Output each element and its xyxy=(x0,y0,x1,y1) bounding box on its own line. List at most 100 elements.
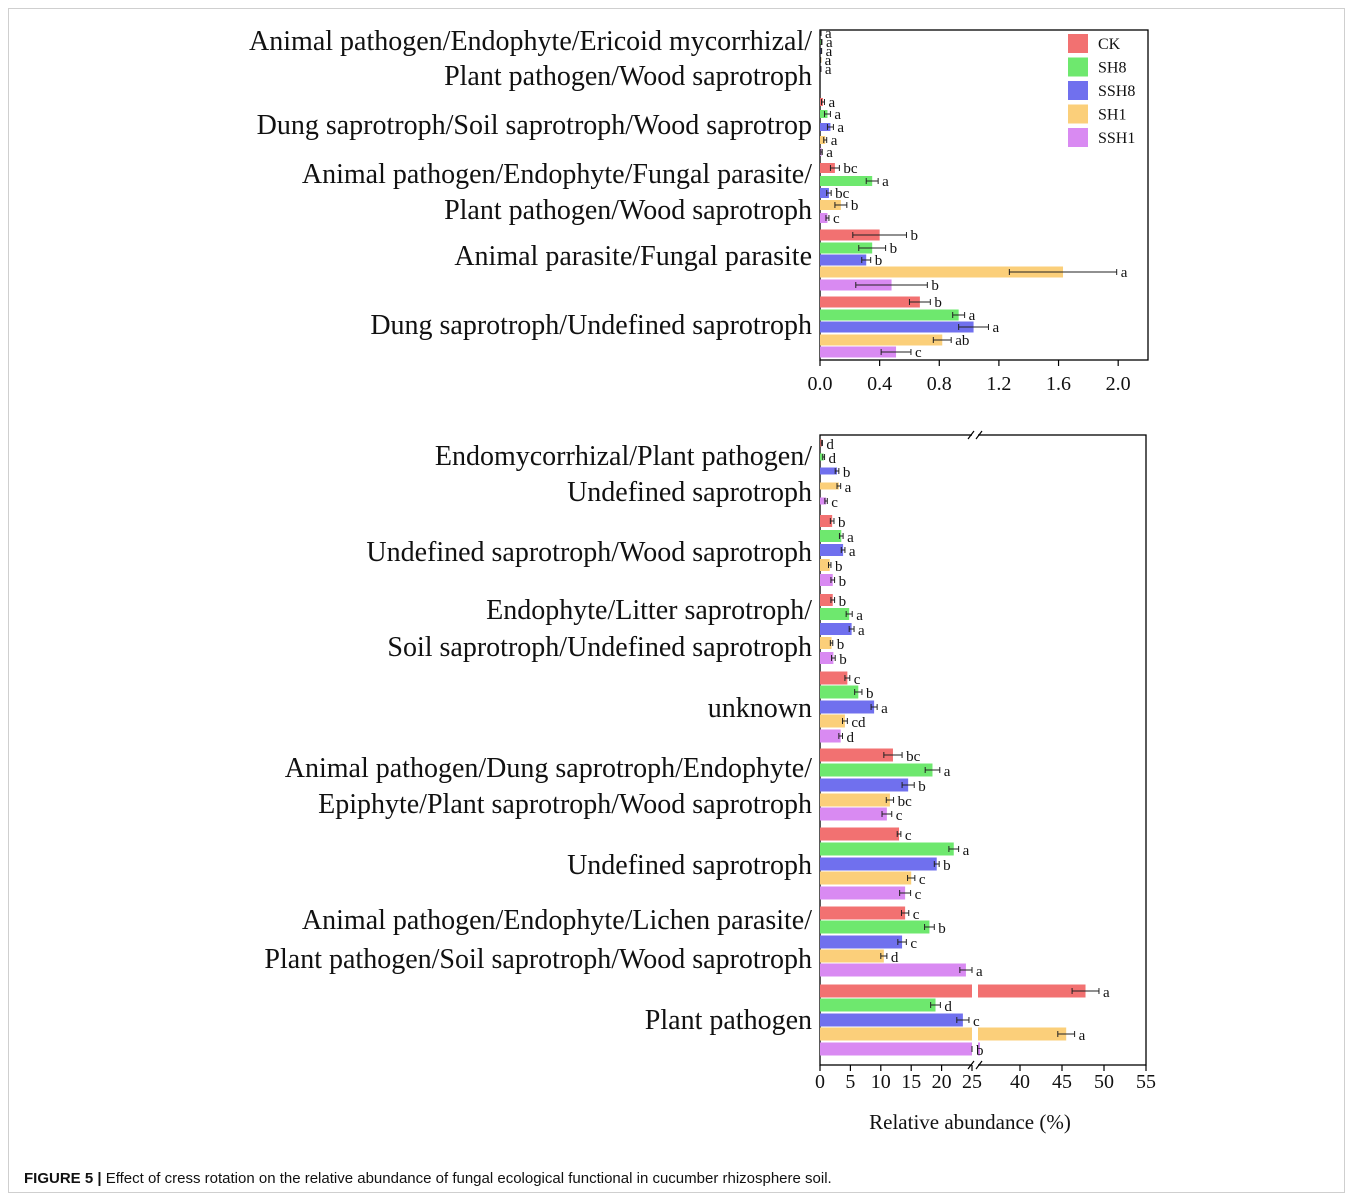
significance-letter: b xyxy=(875,253,883,269)
significance-letter: b xyxy=(835,559,843,575)
legend-swatch-sh1 xyxy=(1068,104,1088,124)
significance-letter: a xyxy=(825,26,832,42)
significance-letter: b xyxy=(843,465,851,481)
bar-ssh1 xyxy=(820,574,833,586)
bar-ssh8 xyxy=(820,935,903,949)
x-tick-label: 0.4 xyxy=(867,373,892,395)
bar-ssh8 xyxy=(820,778,909,792)
significance-letter: c xyxy=(915,887,922,903)
axis-break-mark xyxy=(967,430,975,440)
significance-letter: a xyxy=(969,308,976,324)
x-tick-label: 20 xyxy=(932,1071,952,1093)
x-tick-label: 0 xyxy=(815,1071,825,1093)
significance-letter: a xyxy=(858,623,865,639)
significance-letter: bc xyxy=(835,186,850,202)
bar-sh1 xyxy=(820,136,826,144)
category-label: Soil saprotroph/Undefined saprotroph xyxy=(387,632,812,663)
axis-break-mark xyxy=(975,1060,983,1070)
significance-letter: b xyxy=(839,574,847,590)
significance-letter: c xyxy=(833,211,840,227)
significance-letter: a xyxy=(856,608,863,624)
x-axis-label: Relative abundance (%) xyxy=(869,1110,1071,1134)
x-tick-label: 1.2 xyxy=(986,373,1011,395)
caption-text: Effect of cress rotation on the relative… xyxy=(105,1170,832,1187)
bar-ssh1 xyxy=(820,963,966,977)
x-tick-label: 0.8 xyxy=(927,373,952,395)
x-tick-label: 0.0 xyxy=(808,373,833,395)
legend-label: CK xyxy=(1098,36,1121,53)
bar-sh8 xyxy=(820,842,954,856)
significance-letter: b xyxy=(839,652,847,668)
legend-swatch-sh8 xyxy=(1068,57,1088,77)
significance-letter: b xyxy=(839,594,847,610)
bar-sh8 xyxy=(820,920,930,934)
legend-label: SH8 xyxy=(1098,60,1126,77)
significance-letter: d xyxy=(846,730,854,746)
significance-letter: b xyxy=(938,921,946,937)
bar-ck xyxy=(820,827,900,841)
bar-sh1 xyxy=(820,334,943,346)
significance-letter: b xyxy=(910,228,918,244)
bar-ck xyxy=(820,515,833,527)
significance-letter: b xyxy=(890,241,898,257)
bar-ssh8 xyxy=(820,321,974,333)
category-label: unknown xyxy=(708,693,812,724)
legend-swatch-ssh1 xyxy=(1068,128,1088,147)
bar-sh8 xyxy=(820,998,936,1012)
bar-ssh1 xyxy=(978,1042,980,1056)
significance-letter: a xyxy=(1121,265,1128,281)
category-label: Animal pathogen/Endophyte/Lichen parasit… xyxy=(302,905,812,936)
significance-letter: a xyxy=(1079,1028,1086,1044)
category-label: Endomycorrhizal/Plant pathogen/ xyxy=(435,441,812,472)
axis-break-mark xyxy=(975,430,983,440)
category-label: Plant pathogen/Wood saprotroph xyxy=(444,195,812,226)
bar-ck xyxy=(978,984,1086,998)
significance-letter: a xyxy=(831,133,838,149)
bar-sh1 xyxy=(820,1027,972,1041)
significance-letter: cd xyxy=(851,715,866,731)
bar-sh8 xyxy=(820,530,842,542)
bar-ssh1 xyxy=(820,1042,972,1056)
significance-letter: b xyxy=(851,198,859,214)
bar-sh8 xyxy=(820,309,959,321)
significance-letter: b xyxy=(838,515,846,531)
significance-letter: b xyxy=(931,278,939,294)
figure-caption: FIGURE 5 | Effect of cress rotation on t… xyxy=(24,1170,1324,1187)
caption-label: FIGURE 5 | xyxy=(24,1170,102,1187)
category-label: Animal pathogen/Endophyte/Ericoid mycorr… xyxy=(249,26,812,57)
significance-letter: a xyxy=(837,120,844,136)
significance-letter: a xyxy=(845,480,852,496)
bar-sh1 xyxy=(820,200,841,210)
significance-letter: a xyxy=(882,174,889,190)
bar-sh8 xyxy=(820,242,873,254)
significance-letter: a xyxy=(825,62,832,78)
bar-ssh8 xyxy=(820,188,829,198)
bar-ssh1 xyxy=(820,886,906,900)
category-label: Undefined saprotroph xyxy=(567,850,812,881)
category-label: Plant pathogen/Wood saprotroph xyxy=(444,61,812,92)
x-tick-label: 15 xyxy=(901,1071,921,1093)
legend-label: SH1 xyxy=(1098,107,1126,124)
significance-letter: d xyxy=(826,437,834,453)
category-label: Epiphyte/Plant saprotroph/Wood saprotrop… xyxy=(318,789,812,820)
bar-sh1 xyxy=(978,1027,1067,1041)
category-label: Animal pathogen/Dung saprotroph/Endophyt… xyxy=(285,753,812,784)
bar-ck xyxy=(820,594,833,606)
bar-ssh8 xyxy=(820,623,852,635)
significance-letter: a xyxy=(847,530,854,546)
x-tick-label: 10 xyxy=(871,1071,891,1093)
legend-label: SSH1 xyxy=(1098,130,1135,147)
x-tick-label: 40 xyxy=(1010,1071,1030,1093)
category-label: Animal pathogen/Endophyte/Fungal parasit… xyxy=(302,159,812,190)
significance-letter: a xyxy=(828,95,835,111)
legend-swatch-ck xyxy=(1068,34,1088,53)
category-label: Dung saprotroph/Soil saprotroph/Wood sap… xyxy=(257,110,812,141)
bar-ck xyxy=(820,296,920,308)
category-label: Dung saprotroph/Undefined saprotroph xyxy=(370,310,812,341)
figure-frame xyxy=(8,8,1345,1193)
bar-sh1 xyxy=(820,482,839,490)
bar-ck xyxy=(820,163,835,173)
bar-sh8 xyxy=(820,608,850,620)
significance-letter: b xyxy=(918,779,926,795)
